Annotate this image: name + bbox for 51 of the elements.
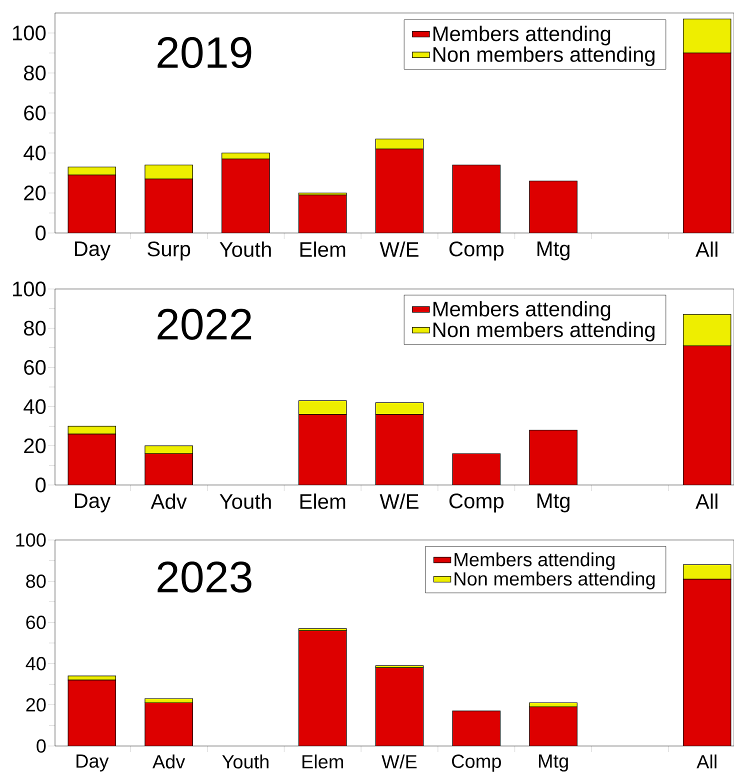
chart-title: 2022: [158, 308, 252, 340]
y-tick-label: 40: [24, 399, 46, 414]
y-tick-label: 60: [24, 360, 46, 375]
x-tick-label: Mtg: [538, 494, 570, 512]
y-tick-label: 0: [36, 739, 46, 753]
x-tick-label: Mtg: [539, 754, 568, 772]
y-tick-label: 100: [16, 533, 46, 547]
x-tick-label: Comp: [449, 242, 504, 261]
x-tick-label: All: [695, 494, 718, 509]
y-tick-label: 80: [24, 320, 46, 336]
legend-label: Members attending: [434, 26, 610, 46]
legend-label: Members attending: [434, 301, 610, 321]
legend-label: Members attending: [454, 552, 614, 570]
x-tick-label: All: [695, 242, 718, 257]
x-tick-label: Youth: [220, 494, 271, 509]
x-tick-label: W/E: [382, 754, 417, 768]
x-tick-label: Adv: [152, 754, 186, 768]
x-tick-label: Day: [76, 754, 109, 772]
legend-label: Non members attending: [434, 46, 654, 66]
y-tick-label: 40: [24, 146, 46, 160]
y-tick-label: 80: [24, 66, 46, 80]
y-tick-label: 20: [24, 186, 46, 200]
y-tick-label: 100: [13, 26, 46, 40]
y-tick-label: 20: [26, 698, 46, 712]
legend-label: Non members attending: [434, 322, 654, 342]
x-tick-label: Adv: [150, 494, 187, 509]
x-tick-label: Day: [74, 494, 111, 512]
x-tick-label: Surp: [148, 242, 190, 261]
y-tick-label: 0: [36, 478, 46, 492]
y-tick-label: 20: [24, 438, 46, 454]
x-tick-label: Youth: [222, 754, 268, 768]
x-tick-label: Elem: [300, 242, 346, 257]
x-tick-label: Comp: [452, 754, 501, 772]
x-tick-label: Day: [74, 242, 111, 260]
x-tick-label: W/E: [380, 494, 418, 509]
legend-label: Non members attending: [454, 572, 655, 590]
x-tick-label: All: [696, 754, 716, 768]
y-tick-label: 40: [26, 656, 46, 670]
x-tick-label: Comp: [449, 494, 504, 513]
x-tick-label: Mtg: [538, 242, 570, 260]
y-tick-label: 0: [36, 226, 46, 240]
x-tick-label: Youth: [220, 242, 271, 257]
y-tick-label: 80: [26, 574, 46, 588]
x-tick-label: Elem: [300, 494, 346, 509]
y-tick-label: 60: [26, 616, 46, 630]
x-tick-label: Elem: [302, 754, 343, 768]
chart-title: 2023: [158, 562, 252, 593]
chart-title: 2019: [158, 37, 252, 68]
y-tick-label: 60: [24, 106, 46, 120]
x-tick-label: W/E: [380, 242, 418, 257]
y-tick-label: 100: [13, 282, 46, 296]
